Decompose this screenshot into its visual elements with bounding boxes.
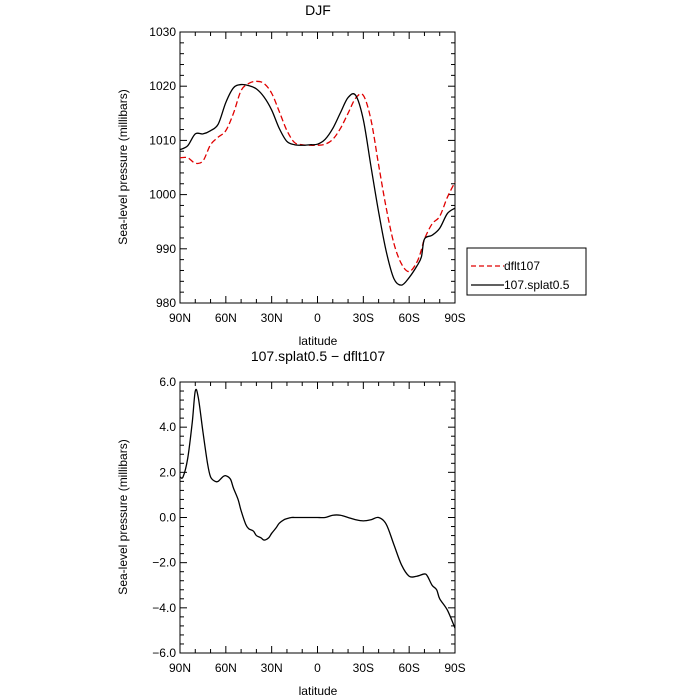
pressure-y-tick-label: 1000 xyxy=(149,188,176,202)
pressure-x-tick-label: 0 xyxy=(314,311,321,325)
difference-y-tick-label: −2.0 xyxy=(152,556,176,570)
difference-chart-panel: 107.splat0.5 − dflt107 90N 60N 30N 0 30S 60S 9… xyxy=(116,348,466,698)
pressure-plot-frame xyxy=(179,31,456,304)
pressure-x-tick-label: 30N xyxy=(261,311,283,325)
difference-y-tick-label: 2.0 xyxy=(159,465,176,479)
difference-series-line-0 xyxy=(179,388,456,629)
pressure-x-tick-label: 30S xyxy=(353,311,374,325)
difference-x-tick-label: 60S xyxy=(398,661,419,675)
difference-chart-title: 107.splat0.5 − dflt107 xyxy=(251,348,385,364)
pressure-x-tick-label: 90S xyxy=(444,311,465,325)
difference-x-tick-label: 30S xyxy=(353,661,374,675)
legend-box xyxy=(466,247,587,296)
pressure-y-tick-label: 990 xyxy=(156,242,176,256)
legend-label-dflt107: dflt107 xyxy=(504,259,540,273)
pressure-x-tick-label: 60S xyxy=(398,311,419,325)
pressure-x-tick-label: 60N xyxy=(215,311,237,325)
difference-series xyxy=(179,388,456,629)
pressure-chart-title: DJF xyxy=(305,2,331,18)
difference-axis-ticks: 90N 60N 30N 0 30S 60S 90S −6.0 −4.0 −2.0 0.0 2.0 4.0… xyxy=(152,375,465,675)
difference-y-tick-label: −6.0 xyxy=(152,646,176,660)
pressure-series-line-0 xyxy=(179,80,456,273)
pressure-y-tick-label: 1010 xyxy=(149,133,176,147)
difference-x-axis-label: latitude xyxy=(299,684,338,698)
difference-y-tick-label: 6.0 xyxy=(159,375,176,389)
pressure-x-axis-label: latitude xyxy=(299,334,338,348)
difference-x-tick-label: 90S xyxy=(444,661,465,675)
difference-x-tick-label: 0 xyxy=(314,661,321,675)
pressure-y-tick-label: 1020 xyxy=(149,79,176,93)
pressure-y-tick-label: 1030 xyxy=(149,25,176,39)
difference-x-tick-label: 60N xyxy=(215,661,237,675)
pressure-y-axis-label: Sea-level pressure (millibars) xyxy=(116,89,130,244)
pressure-chart-panel: DJF 90N 60N 30N 0 30S 60S 90S 980 990 1000 1010 102… xyxy=(116,2,587,348)
legend-label-splat: 107.splat0.5 xyxy=(504,278,570,292)
pressure-x-tick-label: 90N xyxy=(169,311,191,325)
difference-y-tick-label: 0.0 xyxy=(159,511,176,525)
pressure-series xyxy=(179,80,456,286)
difference-x-tick-label: 30N xyxy=(261,661,283,675)
difference-x-tick-label: 90N xyxy=(169,661,191,675)
pressure-y-tick-label: 980 xyxy=(156,296,176,310)
legend: dflt107 107.splat0.5 xyxy=(466,247,587,296)
difference-y-tick-label: −4.0 xyxy=(152,601,176,615)
pressure-series-line-1 xyxy=(179,83,456,286)
difference-y-tick-label: 4.0 xyxy=(159,420,176,434)
pressure-axis-ticks: 90N 60N 30N 0 30S 60S 90S 980 990 1000 1010 1020 103… xyxy=(149,25,465,325)
difference-y-axis-label: Sea-level pressure (millibars) xyxy=(116,439,130,594)
